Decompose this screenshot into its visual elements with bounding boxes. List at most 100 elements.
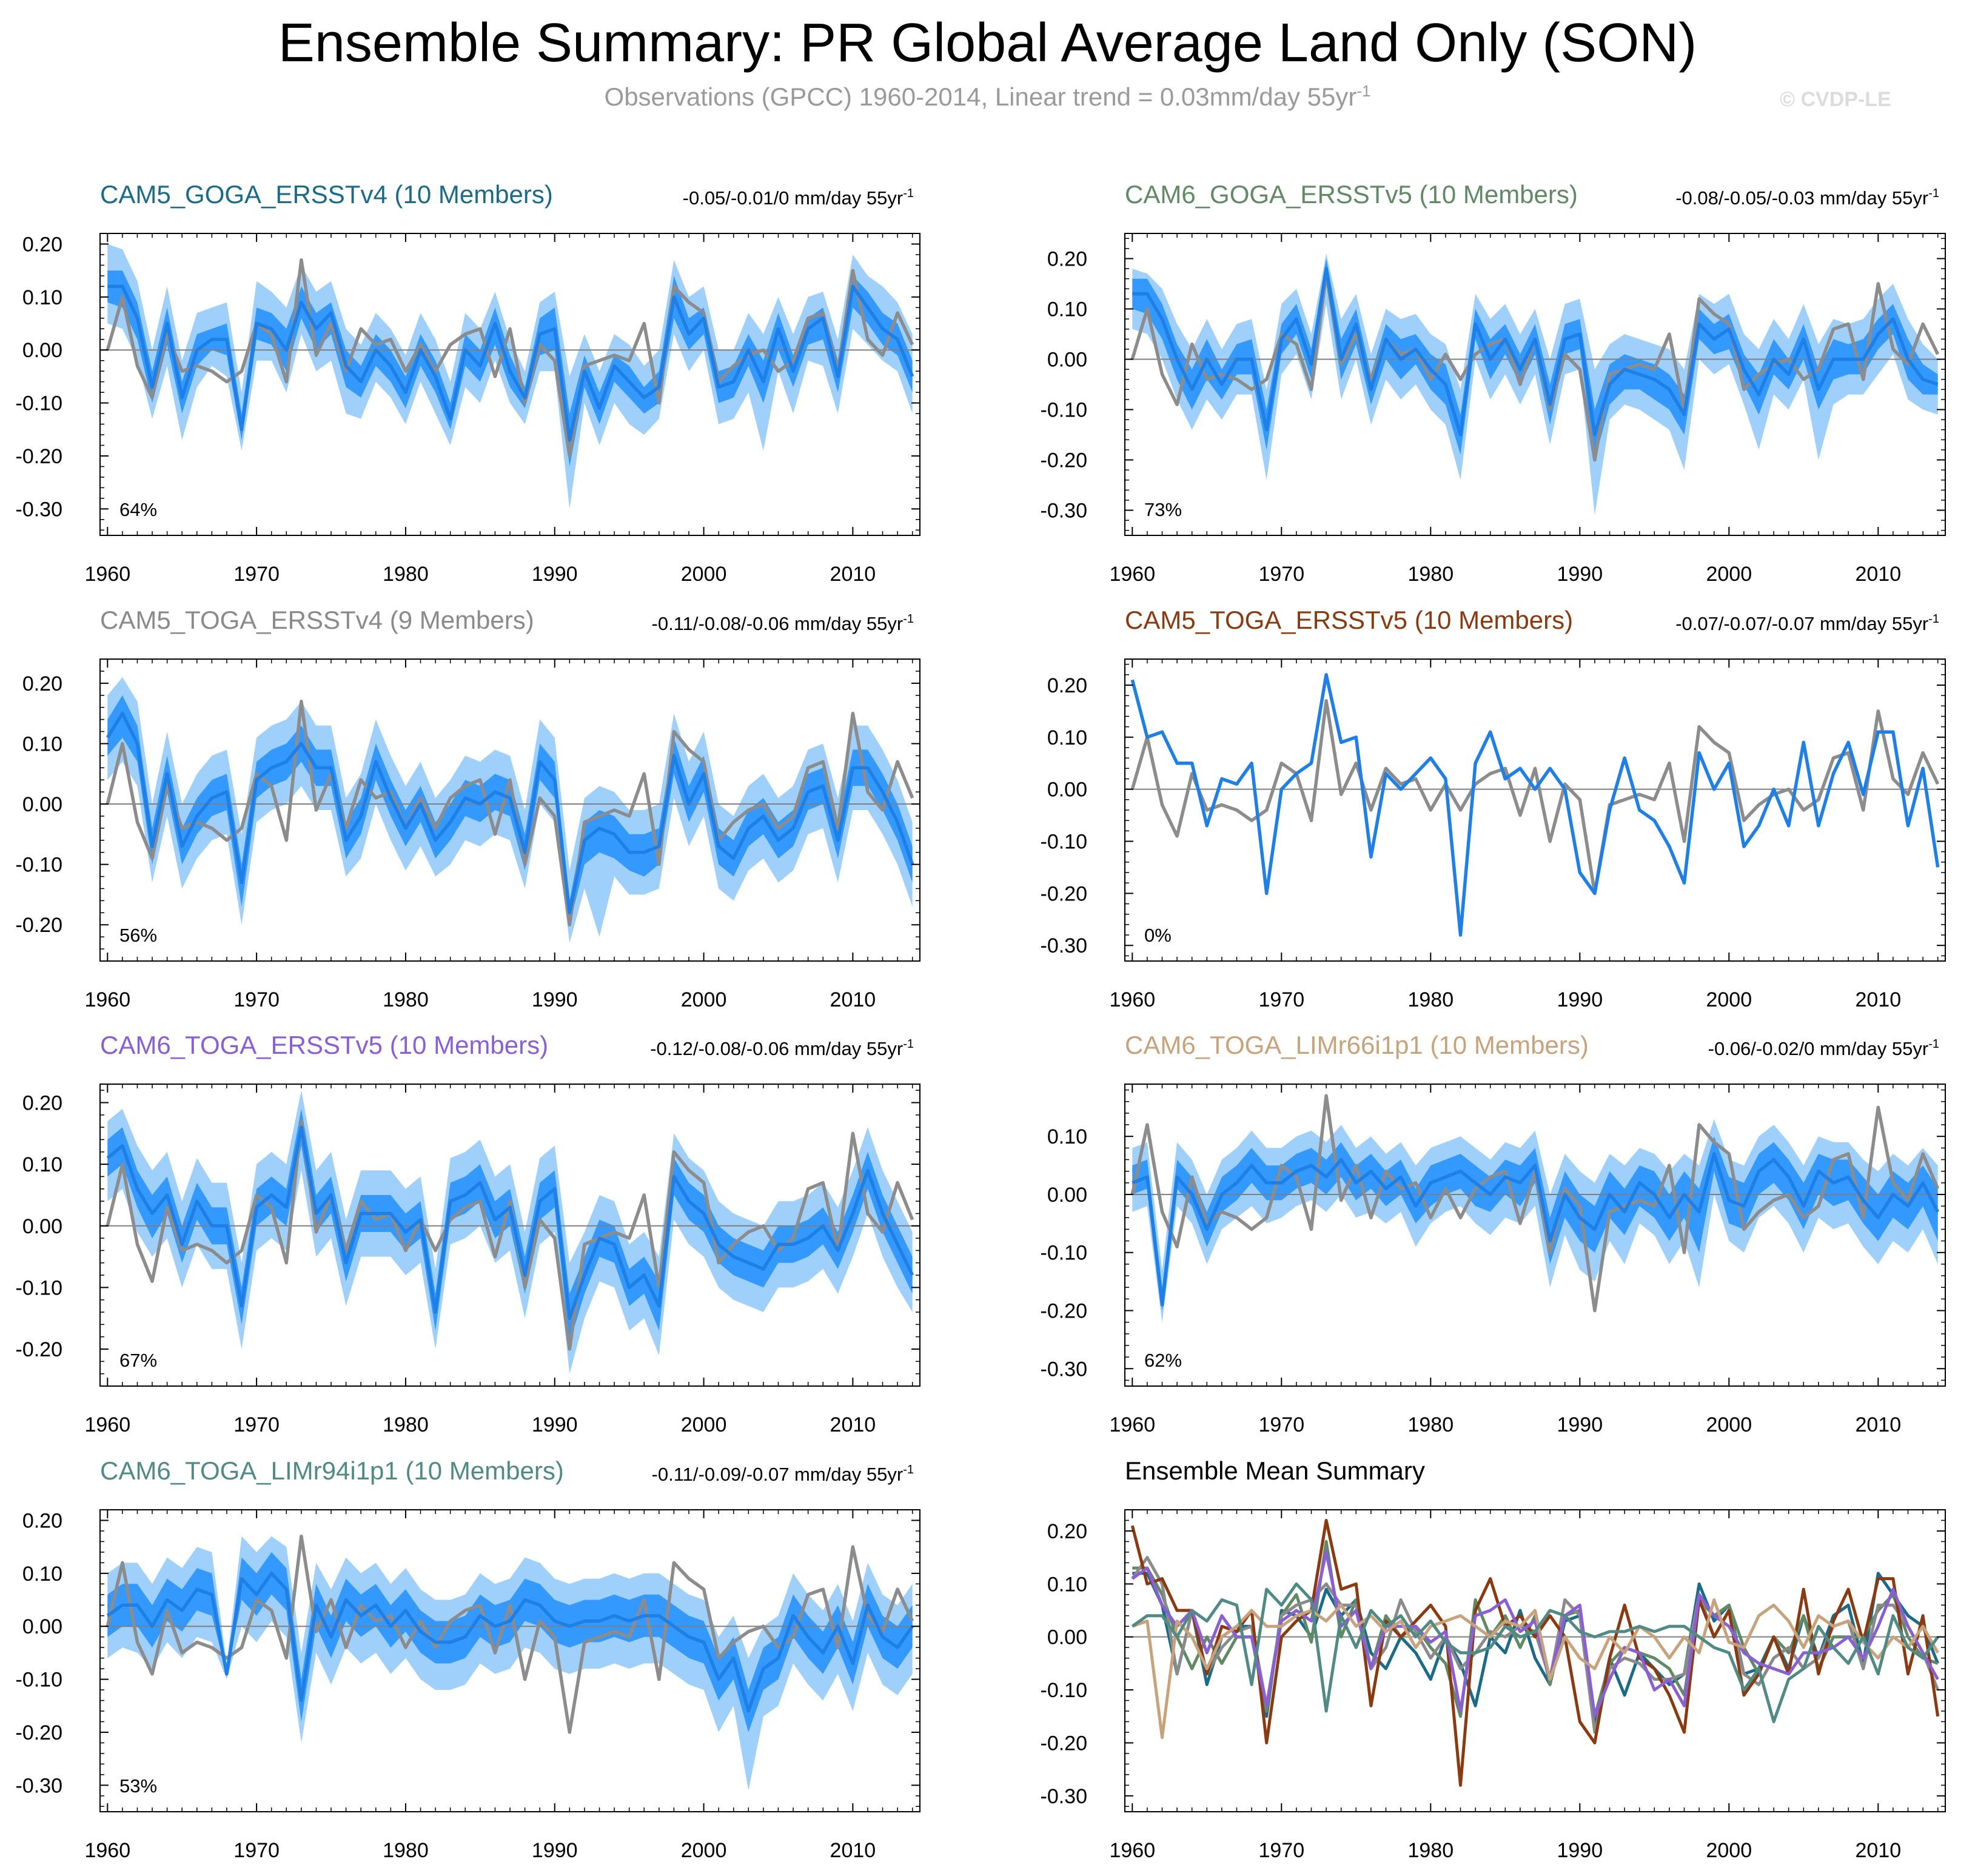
y-tick-label: -0.10 xyxy=(1041,1242,1088,1265)
series-line-cam6-toga-limr66i1p1 xyxy=(1132,1598,1939,1740)
panel-title: CAM5_TOGA_ERSSTv4 (9 Members) xyxy=(100,606,534,634)
x-tick-label: 1980 xyxy=(383,563,429,586)
percent-label: 62% xyxy=(1144,1350,1182,1371)
ensemble-mean-line xyxy=(106,1125,914,1320)
panel-cam5-goga-ersstv4: CAM5_GOGA_ERSSTv4 (10 Members) -0.05/-0.0… xyxy=(16,180,920,586)
x-tick-label: 1980 xyxy=(383,1413,429,1436)
trend-exponent: -1 xyxy=(903,1463,914,1476)
y-tick-label: -0.10 xyxy=(16,854,63,877)
trend-text: -0.12/-0.08/-0.06 mm/day 55yr xyxy=(650,1038,903,1059)
x-tick-label: 1970 xyxy=(1258,1413,1304,1436)
x-tick-label: 2000 xyxy=(681,563,727,586)
x-tick-label: 1960 xyxy=(84,563,130,586)
x-tick-label: 1990 xyxy=(1557,563,1603,586)
x-tick-label: 1970 xyxy=(233,1839,280,1862)
y-tick-label: -0.20 xyxy=(16,1721,63,1744)
x-tick-label: 1960 xyxy=(1109,563,1155,586)
x-tick-label: 2010 xyxy=(1855,1839,1901,1862)
x-tick-label: 1960 xyxy=(1109,1413,1155,1436)
y-tick-label: 0.10 xyxy=(22,1563,62,1586)
trend-exponent: -1 xyxy=(903,187,914,200)
percent-label: 67% xyxy=(119,1350,157,1371)
trend-label: -0.08/-0.05/-0.03 mm/day 55yr-1 xyxy=(1675,187,1939,209)
y-tick-label: -0.10 xyxy=(1041,831,1088,854)
spread-25-75-band xyxy=(1132,1136,1938,1311)
trend-exponent: -1 xyxy=(1928,612,1939,626)
panel-title: CAM6_GOGA_ERSSTv5 (10 Members) xyxy=(1125,180,1578,209)
y-tick-label: 0.20 xyxy=(22,1509,62,1532)
x-tick-label: 1980 xyxy=(1407,1839,1454,1862)
percent-label: 0% xyxy=(1144,925,1172,946)
ensemble-mean-line xyxy=(106,1572,914,1713)
x-tick-label: 1990 xyxy=(532,1839,578,1862)
figure-title: Ensemble Summary: PR Global Average Land… xyxy=(278,13,1697,73)
panel-title: CAM6_TOGA_LIMr94i1p1 (10 Members) xyxy=(100,1456,564,1485)
trend-exponent: -1 xyxy=(903,1037,914,1051)
y-tick-label: -0.10 xyxy=(16,392,63,415)
x-tick-label: 1990 xyxy=(532,563,578,586)
plot-frame xyxy=(1124,1084,1946,1387)
y-tick-label: 0.00 xyxy=(1047,1626,1087,1649)
y-tick-label: -0.20 xyxy=(1041,1732,1088,1755)
trend-label: -0.11/-0.09/-0.07 mm/day 55yr-1 xyxy=(652,1463,914,1485)
series-line-cam6-toga-limr94i1p1 xyxy=(1131,1582,1939,1723)
x-tick-label: 1960 xyxy=(1109,1839,1155,1862)
trend-label: -0.07/-0.07/-0.07 mm/day 55yr-1 xyxy=(1675,612,1939,634)
trend-label: -0.05/-0.01/0 mm/day 55yr-1 xyxy=(683,187,914,209)
y-tick-label: 0.10 xyxy=(22,1153,62,1176)
x-tick-label: 2000 xyxy=(1706,1839,1752,1862)
panel-ensemble-mean-summary: Ensemble Mean Summary 0.20 0.10 0.00 -0.10 -0… xyxy=(1041,1456,1946,1862)
x-tick-label: 1970 xyxy=(1258,563,1304,586)
observations-line xyxy=(106,1119,914,1351)
trend-label: -0.12/-0.08/-0.06 mm/day 55yr-1 xyxy=(650,1037,914,1059)
watermark: © CVDP-LE xyxy=(1780,88,1891,111)
y-tick-label: 0.20 xyxy=(1047,248,1087,271)
y-tick-label: -0.30 xyxy=(1041,1358,1088,1381)
observations-line xyxy=(1130,698,1940,896)
trend-label: -0.06/-0.02/0 mm/day 55yr-1 xyxy=(1708,1037,1939,1059)
x-tick-label: 1960 xyxy=(84,1413,130,1436)
x-tick-label: 1990 xyxy=(532,988,578,1011)
y-tick-label: -0.20 xyxy=(16,445,63,468)
x-tick-label: 1960 xyxy=(84,988,130,1011)
x-tick-label: 2000 xyxy=(681,1839,727,1862)
panel-cam6-toga-ersstv5: CAM6_TOGA_ERSSTv5 (10 Members) -0.12/-0.0… xyxy=(16,1031,920,1436)
ensemble-mean-line xyxy=(1130,673,1940,937)
panel-cam6-toga-limr94i1p1: CAM6_TOGA_LIMr94i1p1 (10 Members) -0.11/-… xyxy=(16,1456,920,1862)
y-tick-label: 0.00 xyxy=(1047,779,1087,802)
x-tick-label: 1960 xyxy=(1109,988,1155,1011)
y-tick-label: -0.30 xyxy=(1041,1785,1088,1808)
y-tick-label: -0.20 xyxy=(1041,882,1088,905)
x-tick-label: 2000 xyxy=(1706,1413,1752,1436)
y-tick-label: 0.00 xyxy=(1047,1184,1087,1207)
x-tick-label: 1970 xyxy=(1258,988,1304,1011)
x-tick-label: 2000 xyxy=(681,1413,727,1436)
y-tick-label: -0.30 xyxy=(1041,934,1088,957)
x-tick-label: 1980 xyxy=(1407,1413,1454,1436)
percent-label: 56% xyxy=(119,925,157,946)
spread-10-90-band xyxy=(107,1536,913,1791)
panel-cam6-toga-limr66i1p1: CAM6_TOGA_LIMr66i1p1 (10 Members) -0.06/-… xyxy=(1041,1031,1946,1436)
x-tick-label: 1990 xyxy=(1557,1839,1603,1862)
panel-title: CAM6_TOGA_LIMr66i1p1 (10 Members) xyxy=(1125,1031,1589,1059)
x-tick-label: 1980 xyxy=(1407,563,1454,586)
trend-text: -0.05/-0.01/0 mm/day 55yr xyxy=(683,187,904,209)
y-tick-label: 0.00 xyxy=(22,339,62,362)
trend-label: -0.11/-0.08/-0.06 mm/day 55yr-1 xyxy=(652,612,914,634)
y-tick-label: 0.10 xyxy=(1047,1125,1087,1148)
y-tick-label: 0.10 xyxy=(1047,726,1087,749)
x-tick-label: 2000 xyxy=(681,988,727,1011)
y-tick-label: -0.10 xyxy=(16,1276,63,1299)
y-tick-label: -0.20 xyxy=(16,914,63,937)
percent-label: 73% xyxy=(1144,499,1182,520)
y-tick-label: -0.10 xyxy=(16,1669,63,1692)
percent-label: 64% xyxy=(119,499,157,520)
ensemble-mean-line xyxy=(1132,1152,1940,1307)
x-tick-label: 2010 xyxy=(1855,563,1901,586)
x-tick-label: 1990 xyxy=(532,1413,578,1436)
figure-subtitle: Observations (GPCC) 1960-2014, Linear tr… xyxy=(0,82,1975,112)
x-tick-label: 1980 xyxy=(383,1839,429,1862)
x-tick-label: 2010 xyxy=(830,563,876,586)
y-tick-label: -0.30 xyxy=(16,1774,63,1797)
